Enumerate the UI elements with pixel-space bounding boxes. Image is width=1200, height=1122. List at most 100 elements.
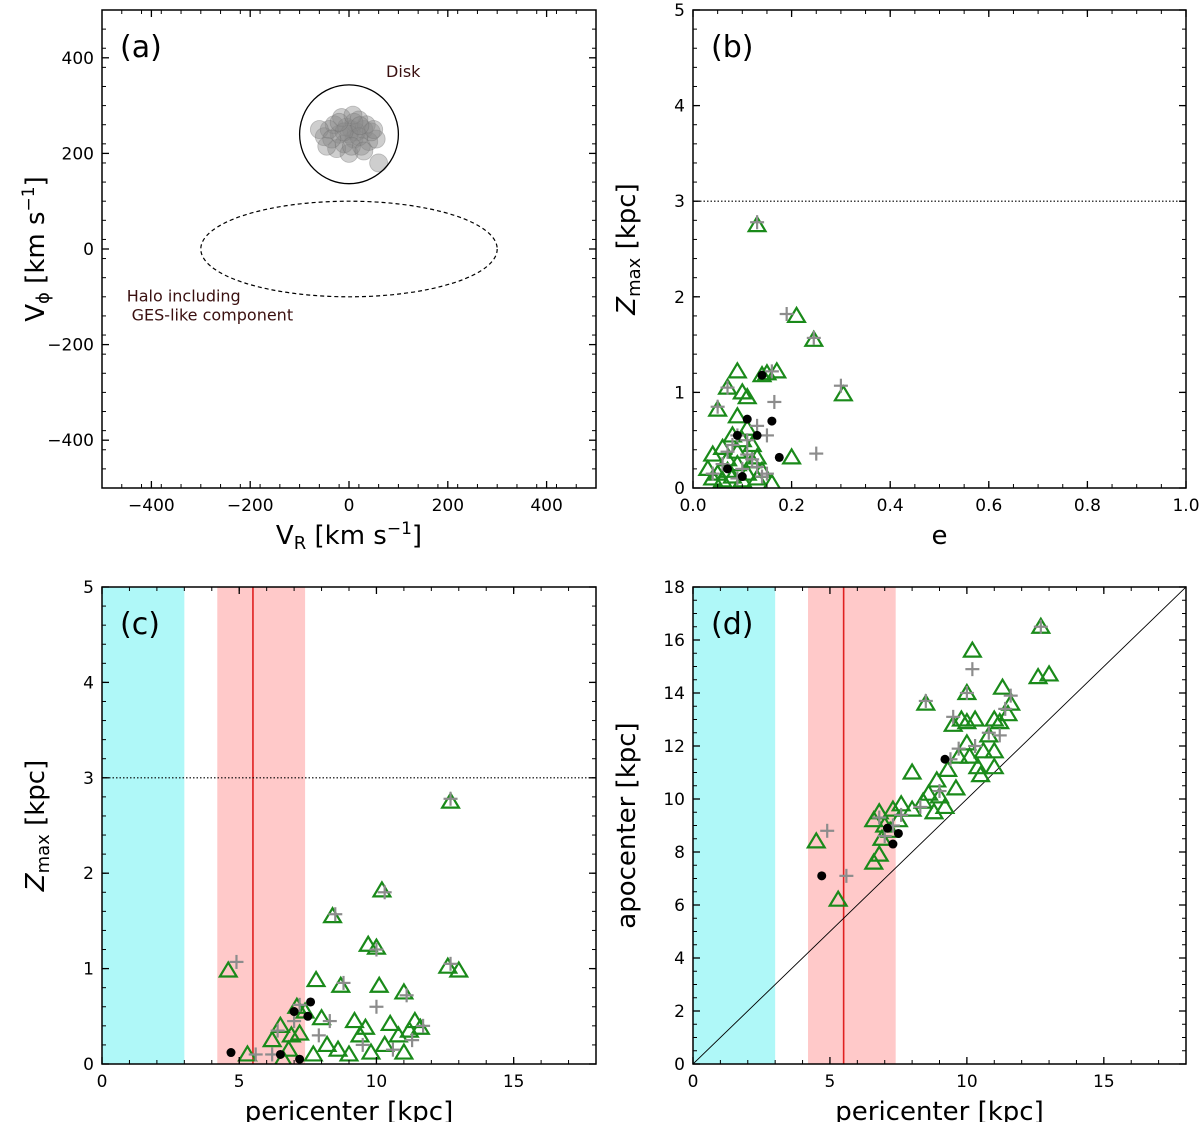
plus-marker (720, 444, 735, 459)
x-axis-label-xlabel_sub: R (294, 533, 307, 554)
triangle-marker (217, 960, 239, 978)
velocity-point (366, 129, 386, 149)
plot-area (102, 587, 596, 1064)
x-tick-label: −400 (128, 496, 175, 516)
triangle-marker (937, 759, 959, 777)
y-tick-label: 4 (83, 673, 94, 693)
y-axis-label-ylabel_main: V (21, 304, 51, 322)
x-axis-label: pericenter [kpc] (245, 1097, 453, 1122)
y-tick-label: 3 (674, 192, 685, 212)
y-tick-label: 14 (663, 684, 685, 704)
triangle-marker (945, 778, 967, 796)
dot-marker (303, 1011, 313, 1021)
triangle-marker (357, 934, 379, 952)
triangle-marker (871, 828, 893, 846)
pink-band (217, 587, 306, 1064)
triangle-marker (868, 844, 890, 862)
y-axis-label: Zmax [kpc] (21, 760, 54, 892)
triangle-marker (702, 468, 724, 486)
plus-marker (720, 380, 735, 395)
triangle-marker (781, 447, 802, 465)
y-axis-label-ylabel_sub: max (624, 257, 645, 297)
x-tick-label: 0.6 (975, 496, 1002, 516)
y-tick-label: 0 (674, 1055, 685, 1075)
plus-marker (965, 662, 980, 677)
triangle-marker (437, 956, 459, 974)
plus-marker (946, 709, 961, 724)
velocity-point (327, 139, 347, 159)
axes-frame (692, 9, 1187, 489)
dot-marker (742, 414, 752, 424)
plus-marker (292, 997, 307, 1012)
y-axis-label: apocenter [kpc] (612, 722, 642, 928)
velocity-point (343, 105, 363, 125)
plus-marker (839, 868, 854, 883)
triangle-marker (448, 960, 470, 978)
y-tick-label: 3 (83, 769, 94, 789)
y-axis-label-ylabel_main: Z (21, 872, 51, 892)
dot-marker (275, 1049, 285, 1059)
triangle-marker (964, 709, 986, 727)
plus-marker (270, 1023, 285, 1038)
velocity-point (351, 136, 371, 156)
plus-marker (968, 739, 983, 753)
velocity-point (334, 122, 354, 142)
triangle-marker (959, 746, 980, 764)
velocity-point (324, 115, 344, 135)
x-tick-label: 15 (503, 1072, 525, 1092)
triangle-marker (330, 975, 352, 993)
y-axis-label-ylabel_sub: ϕ (33, 292, 54, 304)
velocity-point (359, 132, 379, 151)
panel-d: 0 5 10 15 0 2 4 6 8 10 12 14 16 18 (d) pericenter [kpc]… (612, 578, 1187, 1122)
triangle-marker (360, 1042, 382, 1060)
x-tick-label: 10 (956, 1072, 978, 1092)
y-axis-label-ylabel_sub: max (33, 834, 54, 874)
dot-marker (306, 997, 316, 1007)
plot-area (693, 587, 1186, 1064)
triangle-marker (1038, 664, 1060, 682)
x-tick-label: 0 (688, 1072, 699, 1092)
triangle-marker (983, 757, 1005, 775)
x-tick-label: 10 (366, 1072, 388, 1092)
velocity-point (356, 115, 376, 135)
triangle-marker (281, 1025, 302, 1043)
plus-marker (355, 1037, 370, 1052)
plus-marker (740, 433, 755, 448)
plus-marker (918, 693, 933, 708)
x-axis-label-xlabel_end: ] (412, 521, 422, 551)
y-tick-label: −200 (47, 336, 94, 356)
diagonal-line (693, 587, 1186, 1064)
y-tick-label: 0 (674, 479, 685, 499)
y-tick-label: 6 (674, 896, 685, 916)
plus-marker (932, 784, 947, 799)
triangle-marker (727, 406, 748, 424)
panel-label: (d) (711, 607, 753, 642)
y-axis-label-ylabel_main: Z (612, 296, 642, 316)
velocity-point (339, 143, 359, 163)
x-tick-label: 0.4 (877, 496, 904, 516)
plot-area (693, 200, 1186, 488)
x-tick-label: 1.0 (1172, 496, 1199, 516)
dot-marker (295, 1054, 305, 1064)
y-tick-label: 16 (663, 631, 685, 651)
x-axis-label: e (932, 521, 948, 551)
triangle-marker (956, 733, 978, 751)
dot-marker (882, 823, 892, 833)
velocity-point (337, 117, 356, 137)
panel-c: 0 5 10 15 0 1 2 3 4 5 (c) pericenter [kpc] Zmax [kpc… (21, 578, 597, 1122)
plus-marker (750, 459, 765, 474)
triangle-marker (972, 741, 994, 759)
velocity-point (354, 141, 374, 161)
plus-marker (745, 452, 760, 467)
velocity-point (369, 153, 389, 173)
plus-marker (759, 466, 774, 481)
halo-label-line1: Halo including (127, 287, 241, 306)
triangle-marker (918, 783, 939, 801)
x-axis-label-xlabel_unit: [km s (306, 521, 387, 551)
y-tick-label: 0 (83, 1055, 94, 1075)
x-tick-label: 0 (344, 496, 355, 516)
dot-marker (893, 828, 903, 838)
plus-marker (443, 791, 458, 806)
plus-marker (872, 810, 887, 825)
